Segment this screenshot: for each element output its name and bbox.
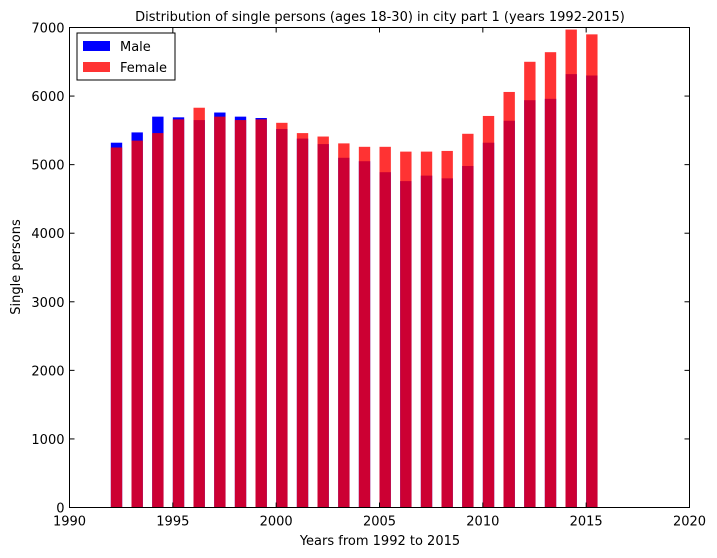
- y-axis-label: Single persons: [9, 219, 24, 315]
- bar-female-2006: [400, 151, 412, 508]
- bar-female-2012: [524, 61, 536, 508]
- x-tick-label: 2005: [363, 515, 396, 530]
- legend: Male Female: [76, 32, 176, 81]
- bar-female-2001: [296, 133, 309, 508]
- y-tick-label: 0: [56, 502, 64, 517]
- y-tick-label: 2000: [31, 364, 64, 379]
- bar-female-1998: [234, 120, 247, 508]
- bar-female-2007: [420, 151, 433, 508]
- bar-female-1992: [110, 147, 123, 508]
- y-tick-label: 7000: [31, 22, 64, 37]
- y-tick-label: 4000: [31, 227, 64, 242]
- legend-swatch-male: [83, 41, 110, 51]
- y-tick-label: 1000: [31, 433, 64, 448]
- x-tick-label: 2015: [570, 515, 603, 530]
- legend-label-male: Male: [120, 40, 151, 55]
- legend-swatch-female: [83, 62, 110, 72]
- bar-female-2008: [441, 150, 453, 508]
- bar-female-2000: [276, 122, 288, 508]
- x-tick-label: 2000: [260, 515, 293, 530]
- bars-layer: [110, 29, 598, 508]
- bar-female-2015: [586, 34, 598, 508]
- bar-female-2004: [358, 146, 371, 508]
- bar-female-2003: [338, 143, 350, 508]
- bar-female-2009: [462, 133, 474, 508]
- bar-female-1999: [255, 119, 267, 508]
- y-tick-label: 5000: [31, 159, 64, 174]
- legend-box: [76, 32, 176, 81]
- bar-female-2010: [482, 115, 495, 508]
- x-tick-label: 2010: [466, 515, 499, 530]
- bar-female-1997: [214, 116, 226, 508]
- bar-female-1994: [152, 133, 164, 508]
- y-tick-label: 3000: [31, 296, 64, 311]
- legend-label-female: Female: [120, 61, 167, 76]
- bar-female-2013: [544, 52, 557, 508]
- bar-female-2014: [565, 29, 577, 508]
- bar-female-2011: [503, 91, 515, 508]
- y-tick-label: 6000: [31, 90, 64, 105]
- x-tick-label: 1995: [156, 515, 189, 530]
- x-axis-label: Years from 1992 to 2015: [299, 534, 460, 549]
- bar-female-1995: [172, 119, 185, 508]
- x-tick-label: 2020: [673, 515, 706, 530]
- bar-female-2002: [317, 136, 329, 508]
- y-axis: 0 1000 2000 3000 4000 5000 6000 7000: [31, 22, 690, 517]
- bar-female-1993: [131, 140, 143, 508]
- x-axis: 1990 1995 2000 2005 2010 2015 2020: [53, 27, 706, 530]
- bar-female-1996: [193, 107, 205, 508]
- chart-title: Distribution of single persons (ages 18-…: [135, 10, 625, 25]
- bar-female-2005: [379, 146, 391, 508]
- x-tick-label: 1990: [53, 515, 86, 530]
